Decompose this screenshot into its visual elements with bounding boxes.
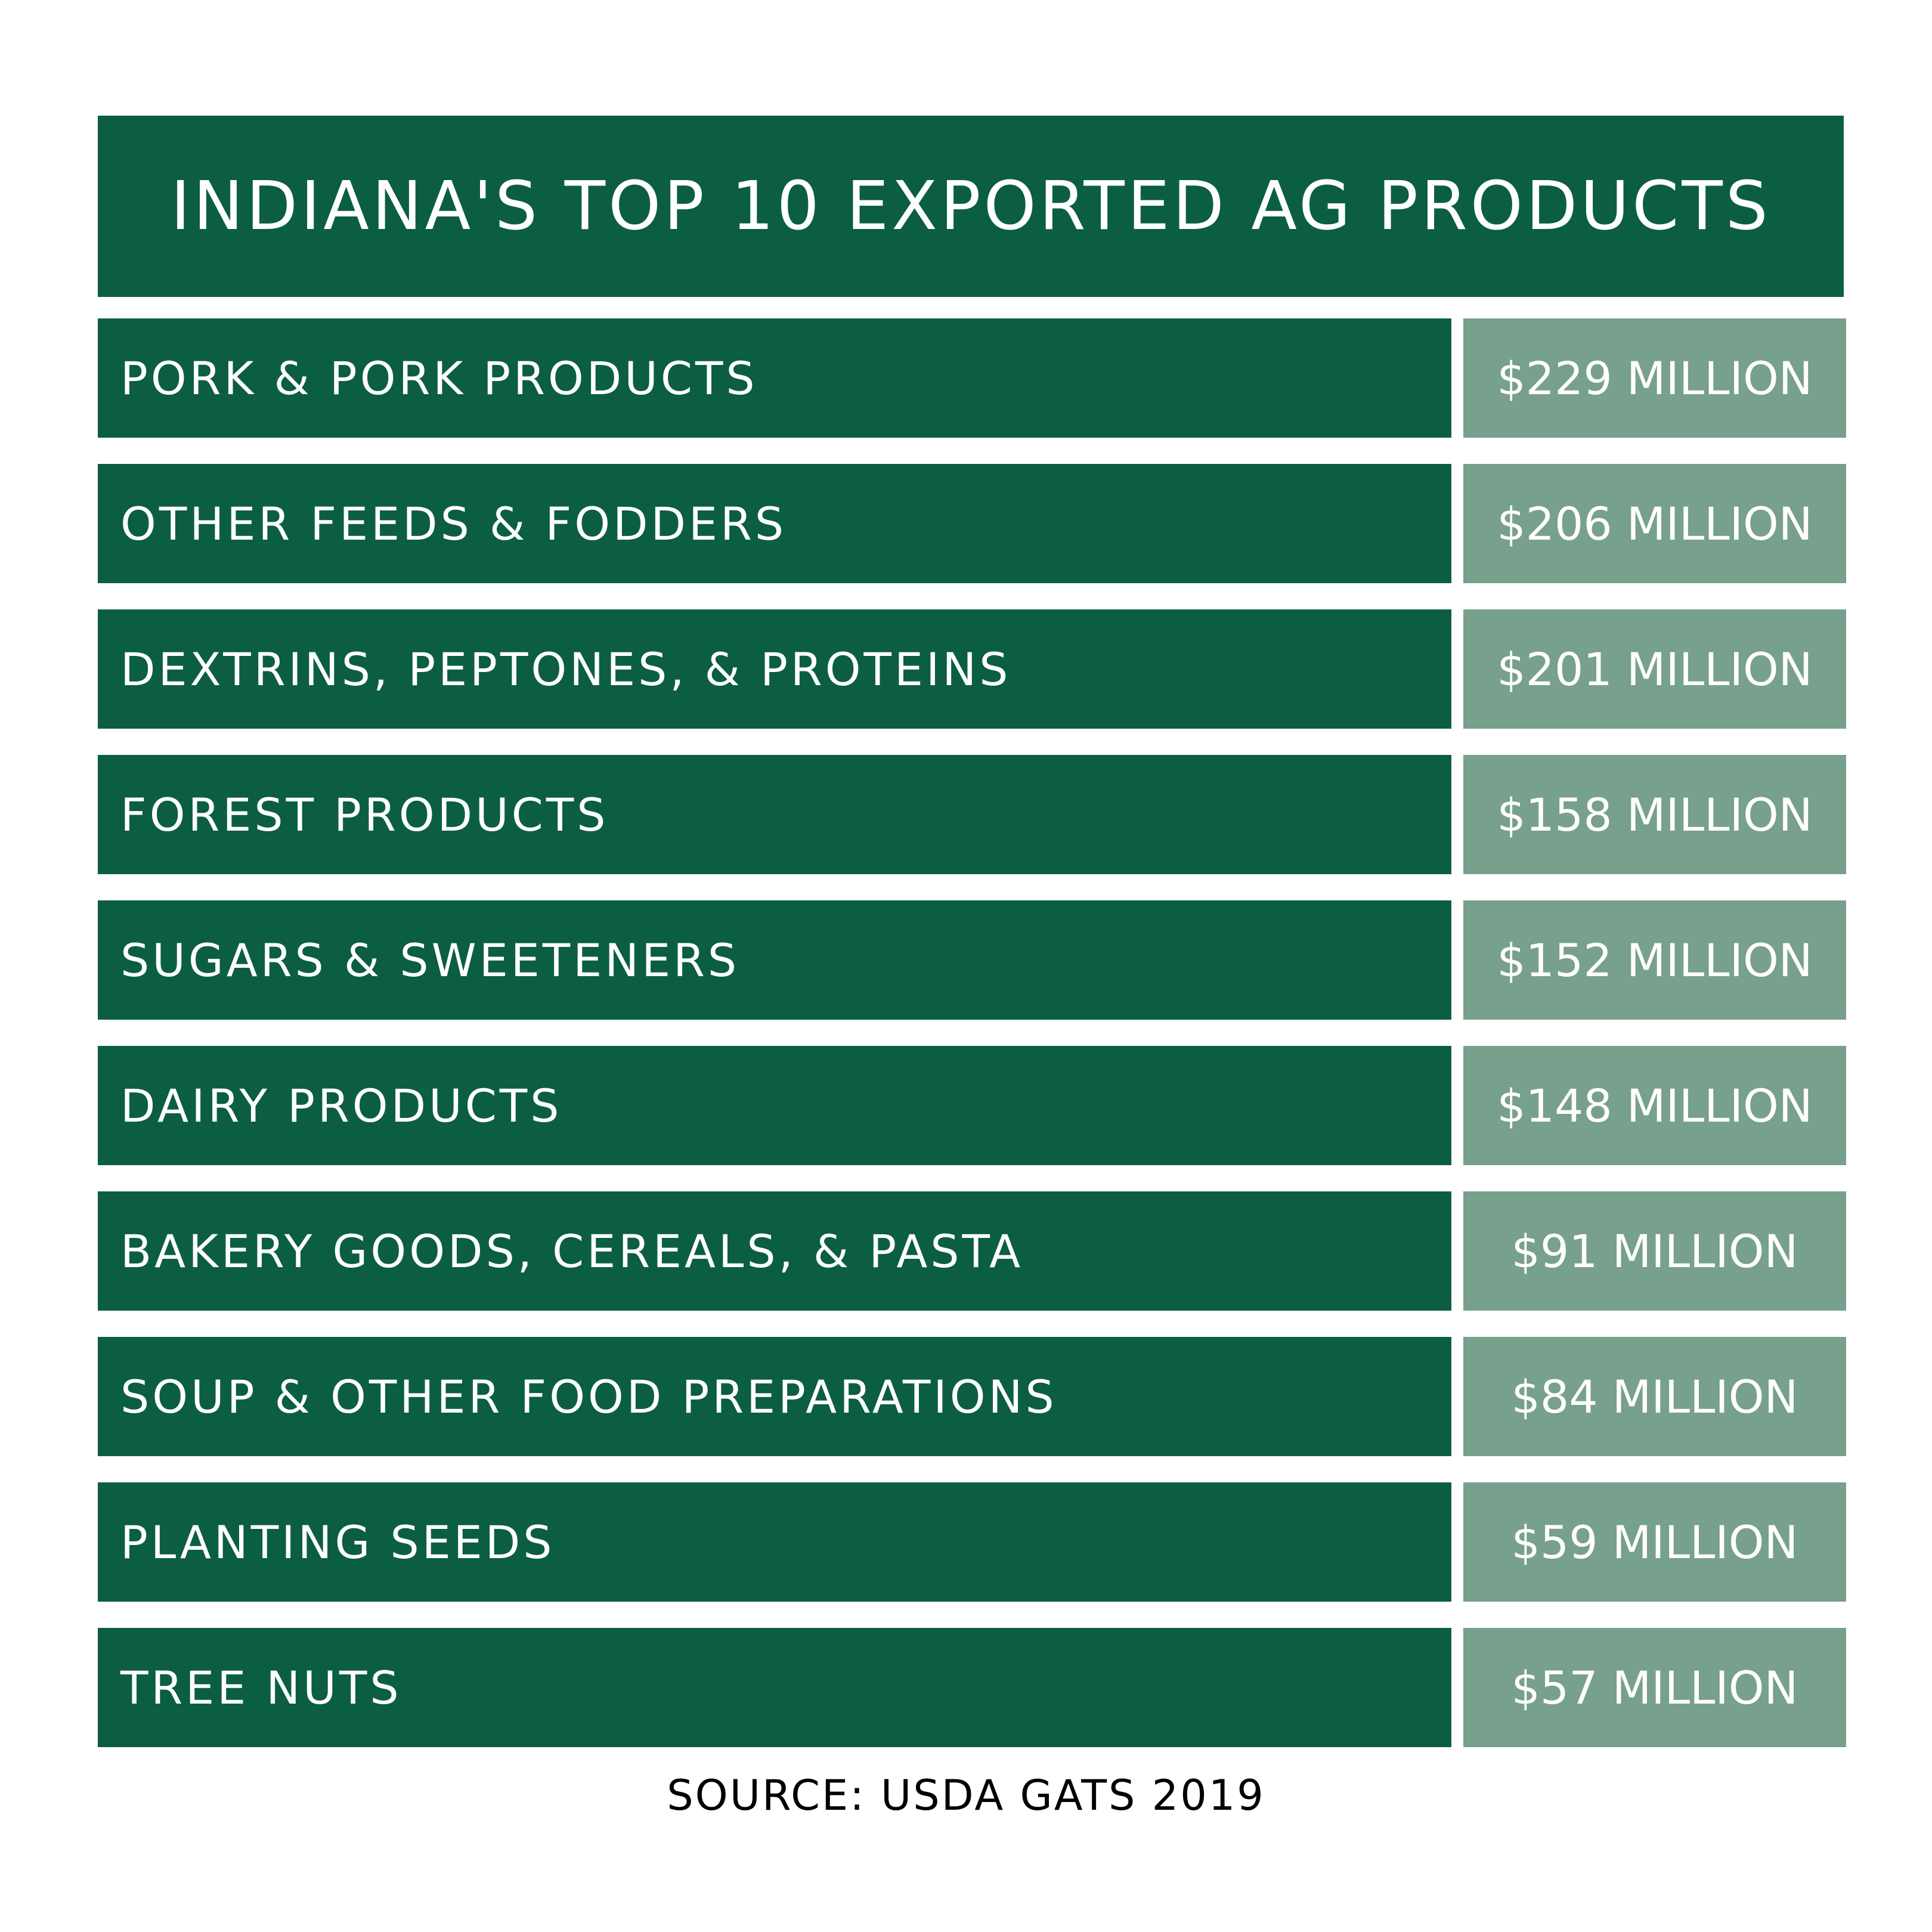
product-label-cell: SUGARS & SWEETENERS: [98, 900, 1451, 1020]
product-label: SOUP & OTHER FOOD PREPARATIONS: [120, 1370, 1057, 1423]
table-row: PORK & PORK PRODUCTS $229 MILLION: [98, 318, 1846, 438]
export-value: $91 MILLION: [1511, 1224, 1798, 1278]
export-value: $148 MILLION: [1497, 1079, 1813, 1132]
product-label-cell: FOREST PRODUCTS: [98, 755, 1451, 874]
product-label-cell: PLANTING SEEDS: [98, 1482, 1451, 1602]
product-label: DAIRY PRODUCTS: [120, 1079, 562, 1132]
product-label-cell: TREE NUTS: [98, 1628, 1451, 1747]
table-row: PLANTING SEEDS $59 MILLION: [98, 1482, 1846, 1602]
export-value: $59 MILLION: [1511, 1515, 1798, 1569]
table-row: FOREST PRODUCTS $158 MILLION: [98, 755, 1846, 874]
export-value-cell: $206 MILLION: [1463, 464, 1846, 583]
table-row: SOUP & OTHER FOOD PREPARATIONS $84 MILLIO…: [98, 1337, 1846, 1456]
product-label: DEXTRINS, PEPTONES, & PROTEINS: [120, 642, 1011, 696]
export-value-cell: $59 MILLION: [1463, 1482, 1846, 1602]
product-label-cell: BAKERY GOODS, CEREALS, & PASTA: [98, 1191, 1451, 1311]
product-label: TREE NUTS: [120, 1661, 402, 1714]
export-value-cell: $148 MILLION: [1463, 1046, 1846, 1165]
product-label: BAKERY GOODS, CEREALS, & PASTA: [120, 1224, 1024, 1278]
export-value-cell: $84 MILLION: [1463, 1337, 1846, 1456]
export-value: $84 MILLION: [1511, 1370, 1798, 1423]
chart-title-bar: INDIANA'S TOP 10 EXPORTED AG PRODUCTS: [98, 116, 1844, 297]
export-value: $152 MILLION: [1497, 933, 1813, 987]
product-label-cell: PORK & PORK PRODUCTS: [98, 318, 1451, 438]
table-row: SUGARS & SWEETENERS $152 MILLION: [98, 900, 1846, 1020]
table-row: DAIRY PRODUCTS $148 MILLION: [98, 1046, 1846, 1165]
product-label: FOREST PRODUCTS: [120, 788, 609, 841]
export-value: $229 MILLION: [1497, 351, 1813, 405]
table-row: BAKERY GOODS, CEREALS, & PASTA $91 MILLIO…: [98, 1191, 1846, 1311]
export-value-cell: $201 MILLION: [1463, 609, 1846, 729]
table-row: OTHER FEEDS & FODDERS $206 MILLION: [98, 464, 1846, 583]
product-label-cell: SOUP & OTHER FOOD PREPARATIONS: [98, 1337, 1451, 1456]
export-value: $57 MILLION: [1511, 1661, 1798, 1714]
table-row: TREE NUTS $57 MILLION: [98, 1628, 1846, 1747]
export-value-cell: $57 MILLION: [1463, 1628, 1846, 1747]
export-value-cell: $158 MILLION: [1463, 755, 1846, 874]
product-label-cell: DEXTRINS, PEPTONES, & PROTEINS: [98, 609, 1451, 729]
export-value-cell: $91 MILLION: [1463, 1191, 1846, 1311]
export-value-cell: $229 MILLION: [1463, 318, 1846, 438]
product-label-cell: OTHER FEEDS & FODDERS: [98, 464, 1451, 583]
product-label: PLANTING SEEDS: [120, 1515, 555, 1569]
product-label: OTHER FEEDS & FODDERS: [120, 497, 787, 550]
product-label: PORK & PORK PRODUCTS: [120, 351, 758, 405]
chart-title: INDIANA'S TOP 10 EXPORTED AG PRODUCTS: [171, 168, 1771, 245]
export-value: $206 MILLION: [1497, 497, 1813, 550]
export-value: $201 MILLION: [1497, 642, 1813, 696]
product-label-cell: DAIRY PRODUCTS: [98, 1046, 1451, 1165]
table-row: DEXTRINS, PEPTONES, & PROTEINS $201 MILLI…: [98, 609, 1846, 729]
product-label: SUGARS & SWEETENERS: [120, 933, 740, 987]
export-value: $158 MILLION: [1497, 788, 1813, 841]
source-note: SOURCE: USDA GATS 2019: [667, 1771, 1265, 1820]
export-value-cell: $152 MILLION: [1463, 900, 1846, 1020]
